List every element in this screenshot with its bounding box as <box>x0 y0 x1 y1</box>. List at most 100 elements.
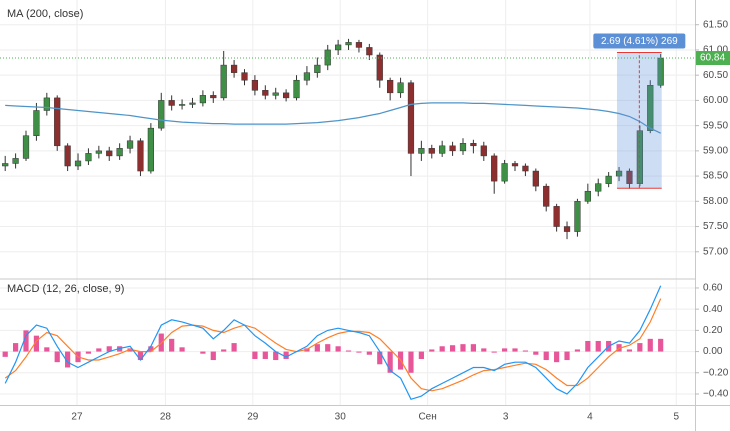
candle-body <box>615 170 623 177</box>
candle-body <box>470 143 477 147</box>
histogram-bar <box>658 338 664 352</box>
histogram-bar <box>210 351 216 361</box>
labels-layer: 61.50 61.00 60.50 60.00 59.50 59.00 58.50 58.00… <box>71 19 730 423</box>
candle-body <box>522 165 529 172</box>
measure-label-bg <box>593 33 686 49</box>
x-tick-label: 3 <box>503 412 509 423</box>
candle-body <box>137 140 144 172</box>
y-tick-label: 61.00 <box>703 45 728 56</box>
histogram-bar <box>429 349 435 352</box>
candle-body <box>376 54 383 81</box>
candle-body <box>480 145 487 157</box>
y-tick-label: 61.50 <box>703 19 728 30</box>
y-tick-label: 0.00 <box>703 346 723 357</box>
histogram-bar <box>137 351 144 361</box>
candle-body <box>397 82 404 94</box>
candle-body <box>106 150 113 157</box>
histogram-bar <box>148 346 154 352</box>
candle-body <box>262 90 269 96</box>
y-tick-label: 57.00 <box>703 246 728 257</box>
histogram-bar <box>366 351 372 355</box>
histogram-bar <box>23 330 29 352</box>
candle-body <box>95 150 102 154</box>
y-tick-label: 58.00 <box>703 196 728 207</box>
histogram-bar <box>345 350 352 352</box>
histogram-bar <box>449 345 456 352</box>
histogram-bar <box>106 346 112 352</box>
candle-body <box>251 79 259 91</box>
candle-body <box>64 145 71 167</box>
candle-body <box>293 79 300 99</box>
candle-body <box>324 49 331 66</box>
candle-body <box>272 92 279 96</box>
candle-body <box>366 47 373 56</box>
last-price-tag <box>696 51 730 66</box>
histogram-bar <box>252 351 258 359</box>
candle-body <box>12 158 19 164</box>
candle-body <box>532 170 539 187</box>
candle-body <box>449 145 456 152</box>
histogram-bar <box>543 351 549 361</box>
histogram-bar <box>221 349 227 352</box>
y-tick-label: 60.50 <box>703 70 728 81</box>
histogram-bar <box>595 340 601 352</box>
histogram-bar <box>85 351 92 354</box>
candle-body <box>314 64 321 73</box>
y-tick-label: 60.00 <box>703 95 728 106</box>
y-tick-label: 0.60 <box>703 283 723 294</box>
macd-line <box>4 285 662 401</box>
candle-body <box>605 175 612 184</box>
histogram-bar <box>262 351 268 359</box>
candle-body <box>283 92 290 99</box>
histogram-bar <box>169 338 175 352</box>
candle-body <box>335 44 342 51</box>
last-price-label: 60.84 <box>700 53 725 64</box>
candle-body <box>418 148 425 154</box>
candle-body <box>491 155 498 182</box>
candle-body <box>116 148 123 157</box>
candle-body <box>22 135 30 159</box>
y-tick-label: 0.40 <box>703 304 723 315</box>
candle-body <box>543 185 550 207</box>
candle-body <box>147 127 154 172</box>
histogram-bar <box>283 351 289 359</box>
candle-body <box>33 110 40 136</box>
candle-body <box>210 95 217 99</box>
candle-body <box>511 163 519 167</box>
x-tick-label: 5 <box>673 412 679 423</box>
candle-body <box>168 100 175 106</box>
candle-body <box>355 42 363 48</box>
candle-body <box>428 148 435 154</box>
histogram-bar <box>54 351 60 363</box>
histogram-bar <box>439 346 445 352</box>
histogram-bar <box>314 344 320 352</box>
histogram-bar <box>96 348 102 352</box>
candle-body <box>220 64 227 99</box>
histogram-bar <box>533 351 539 355</box>
histogram-bar <box>481 348 487 352</box>
candle-body <box>74 160 82 167</box>
histogram-bar <box>13 343 19 352</box>
histogram-bar <box>418 351 424 359</box>
histogram-bar <box>65 351 71 368</box>
histogram-bar <box>387 351 393 373</box>
histogram-bar <box>356 351 362 353</box>
histogram-bar <box>637 343 643 352</box>
y-tick-label: 0.20 <box>703 325 723 336</box>
y-tick-label: 58.50 <box>703 171 728 182</box>
x-tick-label: Сен <box>418 412 436 423</box>
x-tick-label: 28 <box>160 412 172 423</box>
candle-body <box>43 97 50 111</box>
candle-body <box>439 145 446 154</box>
candle-body <box>126 140 134 149</box>
grid-layer <box>0 0 695 405</box>
candle-body <box>230 64 238 73</box>
candle-body <box>178 104 186 106</box>
histogram-bar <box>377 351 383 365</box>
candle-body <box>584 190 591 202</box>
histogram-bar <box>231 343 237 352</box>
histogram-bar <box>408 351 414 373</box>
candle-body <box>647 85 654 131</box>
histogram-bar <box>325 344 331 352</box>
